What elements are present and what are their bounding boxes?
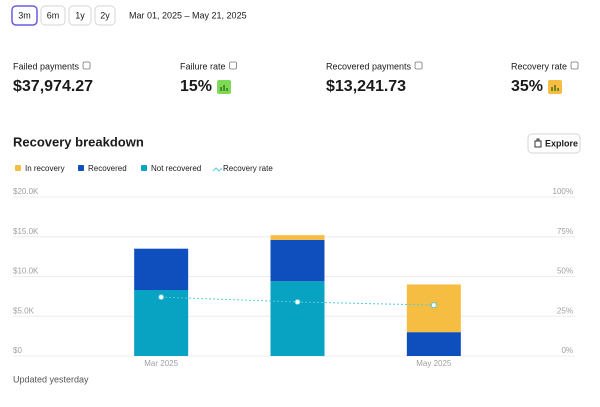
y-tick-label: $20.0K [13, 187, 39, 196]
filter-label[interactable]: 2y [100, 10, 110, 20]
rate-point [294, 298, 301, 305]
info-icon [570, 61, 579, 70]
legend-swatch [78, 165, 84, 171]
x-tick-label: May 2025 [416, 359, 452, 368]
metric-label: Recovery rate [511, 61, 567, 71]
metric-label: Recovered payments [326, 61, 412, 71]
footer: Updated yesterday [13, 374, 89, 384]
legend-label[interactable]: Not recovered [151, 164, 201, 173]
y2-tick-label: 0% [561, 346, 573, 355]
badge-icon [220, 85, 228, 91]
y2-tick-label: 100% [553, 187, 573, 196]
metric-value: $13,241.73 [326, 78, 406, 95]
rate-point [430, 302, 437, 309]
bar-segment [270, 239, 325, 282]
filter-label[interactable]: 1y [75, 10, 85, 20]
y2-tick-label: 50% [557, 267, 573, 276]
filter-label[interactable]: 6m [47, 10, 60, 20]
y-tick-label: $10.0K [13, 267, 39, 276]
y-tick-label: $5.0K [13, 306, 35, 315]
metric-value: $37,974.27 [13, 78, 93, 95]
filter-label[interactable]: 3m [18, 10, 31, 20]
badge-icon [551, 85, 559, 91]
explore-label[interactable]: Explore [545, 138, 578, 148]
rate-point [158, 294, 165, 301]
metric-label: Failure rate [180, 61, 226, 71]
legend-label[interactable]: In recovery [25, 164, 65, 173]
explore-icon [534, 138, 542, 148]
bar-segment [134, 290, 189, 356]
section-title: Recovery breakdown [13, 134, 144, 149]
y-tick-label: $15.0K [13, 227, 39, 236]
filter-button[interactable] [68, 5, 92, 26]
y2-tick-label: 75% [557, 227, 573, 236]
metric-value: 35% [511, 78, 543, 95]
legend-label[interactable]: Recovered [88, 164, 127, 173]
x-tick-label: Mar 2025 [144, 359, 178, 368]
filter-button[interactable] [40, 5, 66, 26]
legend-swatch [15, 165, 21, 171]
bar-segment [270, 235, 325, 240]
y-tick-label: $0 [13, 346, 22, 355]
filter-button[interactable] [11, 5, 38, 26]
bar-segment [270, 281, 325, 356]
info-icon [229, 61, 237, 70]
legend-swatch [141, 165, 147, 171]
bar-segment [406, 332, 461, 356]
metric-label: Failed payments [13, 61, 80, 71]
legend-line-icon [212, 167, 223, 172]
filter-button[interactable] [94, 5, 116, 26]
bar-segment [406, 284, 461, 333]
bar-segment [134, 248, 189, 291]
explore-button[interactable] [527, 133, 581, 154]
info-icon [82, 61, 91, 70]
legend-label[interactable]: Recovery rate [223, 164, 273, 173]
info-icon [414, 61, 423, 70]
y2-tick-label: 25% [557, 306, 573, 315]
metric-value: 15% [180, 78, 212, 95]
date-range: Mar 01, 2025 – May 21, 2025 [129, 10, 247, 20]
